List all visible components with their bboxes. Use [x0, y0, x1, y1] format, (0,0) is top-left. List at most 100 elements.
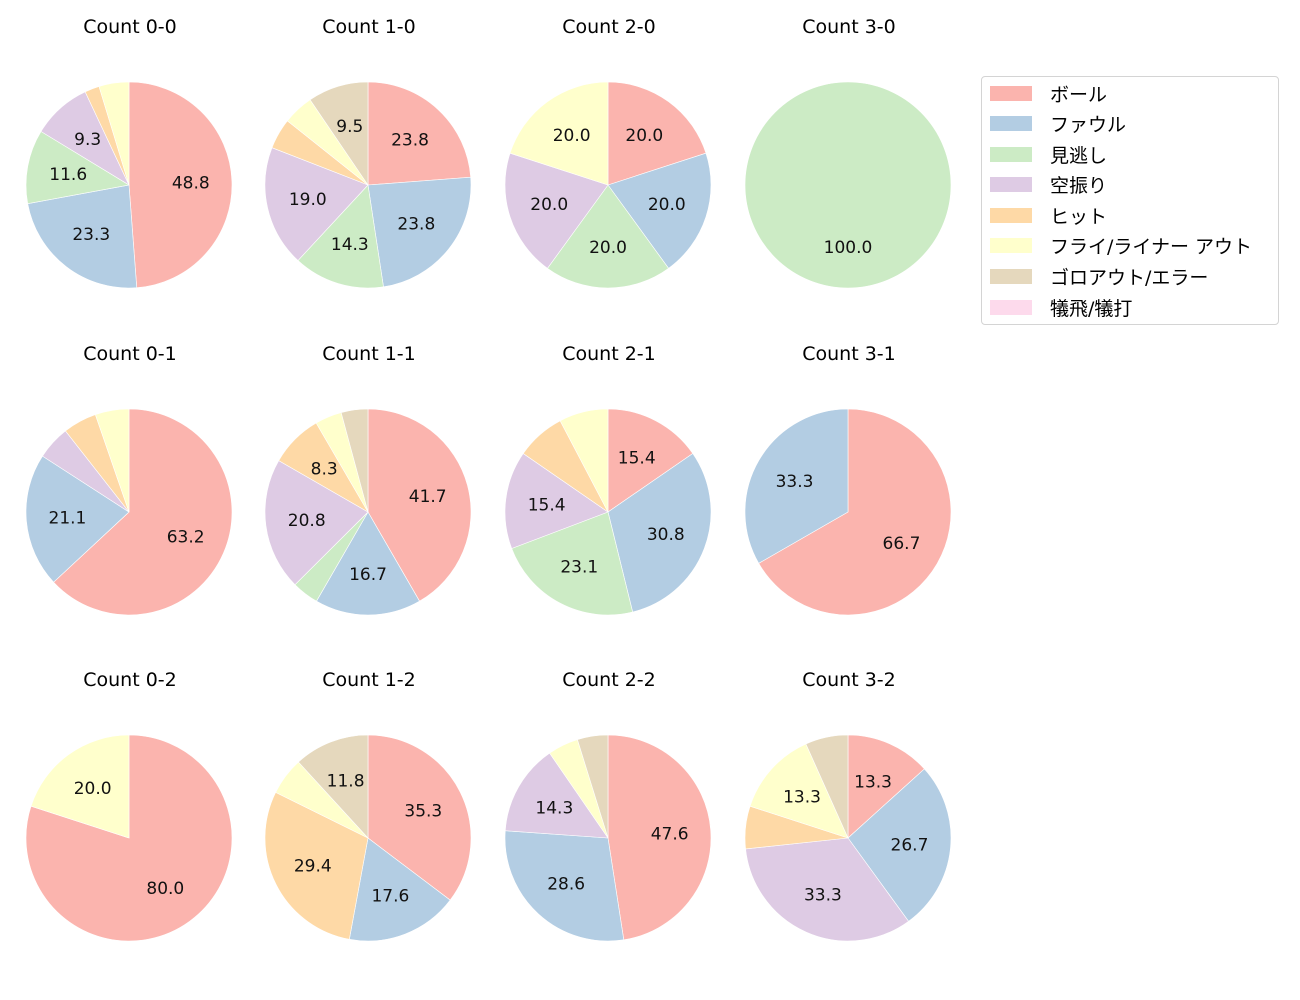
pie-slice — [749, 743, 849, 839]
pie-title: Count 2-0 — [562, 16, 656, 38]
pie-slice — [128, 81, 233, 289]
pie-value-label: 28.6 — [547, 874, 585, 894]
pie: 23.8 23.8 14.3 19.0 9.5 — [264, 81, 472, 289]
pie-slice — [25, 131, 130, 205]
pie-value-label: 19.0 — [289, 190, 327, 210]
pie-slice — [367, 176, 472, 288]
pie-slice — [744, 408, 849, 564]
pie-value-label: 20.0 — [648, 195, 686, 215]
pie-title: Count 0-1 — [83, 343, 177, 365]
pie-value-label: 21.1 — [49, 508, 87, 528]
pie-chart-count-0-1: Count 0-1 63.2 21.1 — [10, 327, 250, 647]
pie-value-label: 41.7 — [409, 487, 447, 507]
pie-slice — [367, 734, 472, 901]
pie-value-label: 17.6 — [371, 887, 409, 907]
legend-item-hit: ヒット — [990, 203, 1107, 228]
pie-slice — [847, 768, 952, 922]
pie: 63.2 21.1 — [25, 408, 233, 616]
pie-slice — [297, 184, 384, 289]
legend-label: 犠飛/犠打 — [1050, 297, 1133, 320]
legend-item-ground-out: ゴロアウト/エラー — [990, 264, 1208, 289]
pie-value-label: 30.8 — [647, 525, 685, 545]
pie-title: Count 0-0 — [83, 16, 177, 38]
pie-slice — [25, 734, 233, 942]
pie-value-label: 23.8 — [397, 214, 435, 234]
pie-slice — [805, 734, 849, 839]
pie-value-label: 47.6 — [651, 824, 689, 844]
pie-slice — [348, 837, 451, 942]
pie-chart-count-3-0: Count 3-0 100.0 — [729, 0, 969, 320]
legend-item-sacrifice: 犠飛/犠打 — [990, 295, 1133, 320]
legend-swatch — [990, 176, 1032, 192]
legend-swatch — [990, 268, 1032, 284]
pie-value-label: 20.8 — [288, 511, 326, 531]
legend-label: ファウル — [1050, 113, 1127, 136]
pie-value-label: 26.7 — [891, 835, 929, 855]
pie-value-label: 20.0 — [530, 195, 568, 215]
legend-swatch — [990, 207, 1032, 223]
pie-value-label: 15.4 — [618, 448, 656, 468]
pie-value-label: 66.7 — [883, 534, 921, 554]
pie-chart-count-1-0: Count 1-0 23.8 23.8 14.3 19.0 9.5 — [249, 0, 489, 320]
legend-swatch — [990, 146, 1032, 162]
pie-slice — [264, 147, 369, 261]
pie-value-label: 63.2 — [167, 528, 205, 548]
pie-slice — [607, 152, 712, 269]
pie-chart-count-1-2: Count 1-2 35.3 17.6 29.4 11.8 — [249, 653, 489, 973]
pie: 80.0 20.0 — [25, 734, 233, 942]
pie-slice — [53, 408, 233, 616]
pie-value-label: 14.3 — [331, 235, 369, 255]
pie-slice — [758, 408, 952, 616]
pie-slice — [607, 734, 712, 941]
pie: 20.0 20.0 20.0 20.0 20.0 — [504, 81, 712, 289]
pie-slice — [30, 734, 130, 839]
pie-value-label: 11.6 — [49, 165, 87, 185]
pie-slice — [367, 81, 472, 186]
pie-title: Count 3-0 — [802, 16, 896, 38]
pie-chart-count-2-1: Count 2-1 15.4 30.8 23.1 15.4 — [489, 327, 729, 647]
pie-slice — [25, 455, 130, 583]
pie-chart-count-0-2: Count 0-2 80.0 20.0 — [10, 653, 250, 973]
pie: 13.3 26.7 33.3 13.3 — [744, 734, 952, 942]
pie-value-label: 33.3 — [776, 472, 814, 492]
pie-title: Count 1-2 — [322, 669, 416, 691]
legend-item-foul: ファウル — [990, 111, 1127, 136]
pie-chart-count-2-2: Count 2-2 47.6 28.6 14.3 — [489, 653, 729, 973]
pie-slice — [607, 81, 707, 186]
pie-value-label: 11.8 — [327, 771, 365, 791]
pie: 41.7 16.7 20.8 8.3 — [264, 408, 472, 616]
pie-title: Count 1-1 — [322, 343, 416, 365]
legend-swatch — [990, 299, 1032, 315]
legend-item-fly-out: フライ/ライナー アウト — [990, 233, 1253, 258]
pie-value-label: 20.0 — [589, 238, 627, 258]
pie-value-label: 20.0 — [553, 126, 591, 146]
pie-title: Count 3-2 — [802, 669, 896, 691]
pie: 35.3 17.6 29.4 11.8 — [264, 734, 472, 942]
pie-chart-count-3-1: Count 3-1 66.7 33.3 — [729, 327, 969, 647]
pie-slice — [504, 453, 609, 549]
pie-value-label: 20.0 — [74, 779, 112, 799]
legend: ボール ファウル 見逃し 空振り ヒット フライ/ライナー アウト ゴロアウト/… — [981, 76, 1279, 325]
pie-title: Count 3-1 — [802, 343, 896, 365]
legend-swatch — [990, 85, 1032, 101]
pie-value-label: 13.3 — [854, 773, 892, 793]
legend-label: 見逃し — [1050, 144, 1108, 167]
pie-slice — [547, 184, 669, 289]
legend-label: ボール — [1050, 83, 1108, 106]
pie-value-label: 35.3 — [404, 801, 442, 821]
pie-slice — [98, 81, 130, 186]
legend-swatch — [990, 115, 1032, 131]
pie-chart-count-3-2: Count 3-2 13.3 26.7 33.3 13.3 — [729, 653, 969, 973]
pie-slice — [559, 408, 609, 513]
pie-slice — [340, 408, 369, 513]
pie-title: Count 0-2 — [83, 669, 177, 691]
pie-value-label: 9.3 — [74, 130, 101, 150]
legend-label: フライ/ライナー アウト — [1050, 235, 1253, 258]
pie-slice — [264, 791, 369, 940]
pie-chart-count-2-0: Count 2-0 20.0 20.0 20.0 20.0 20.0 — [489, 0, 729, 320]
pie-slice — [511, 511, 634, 616]
pie-slice — [577, 734, 609, 839]
legend-item-ball: ボール — [990, 81, 1108, 106]
pie-slice — [298, 734, 369, 839]
pie: 66.7 33.3 — [744, 408, 952, 616]
